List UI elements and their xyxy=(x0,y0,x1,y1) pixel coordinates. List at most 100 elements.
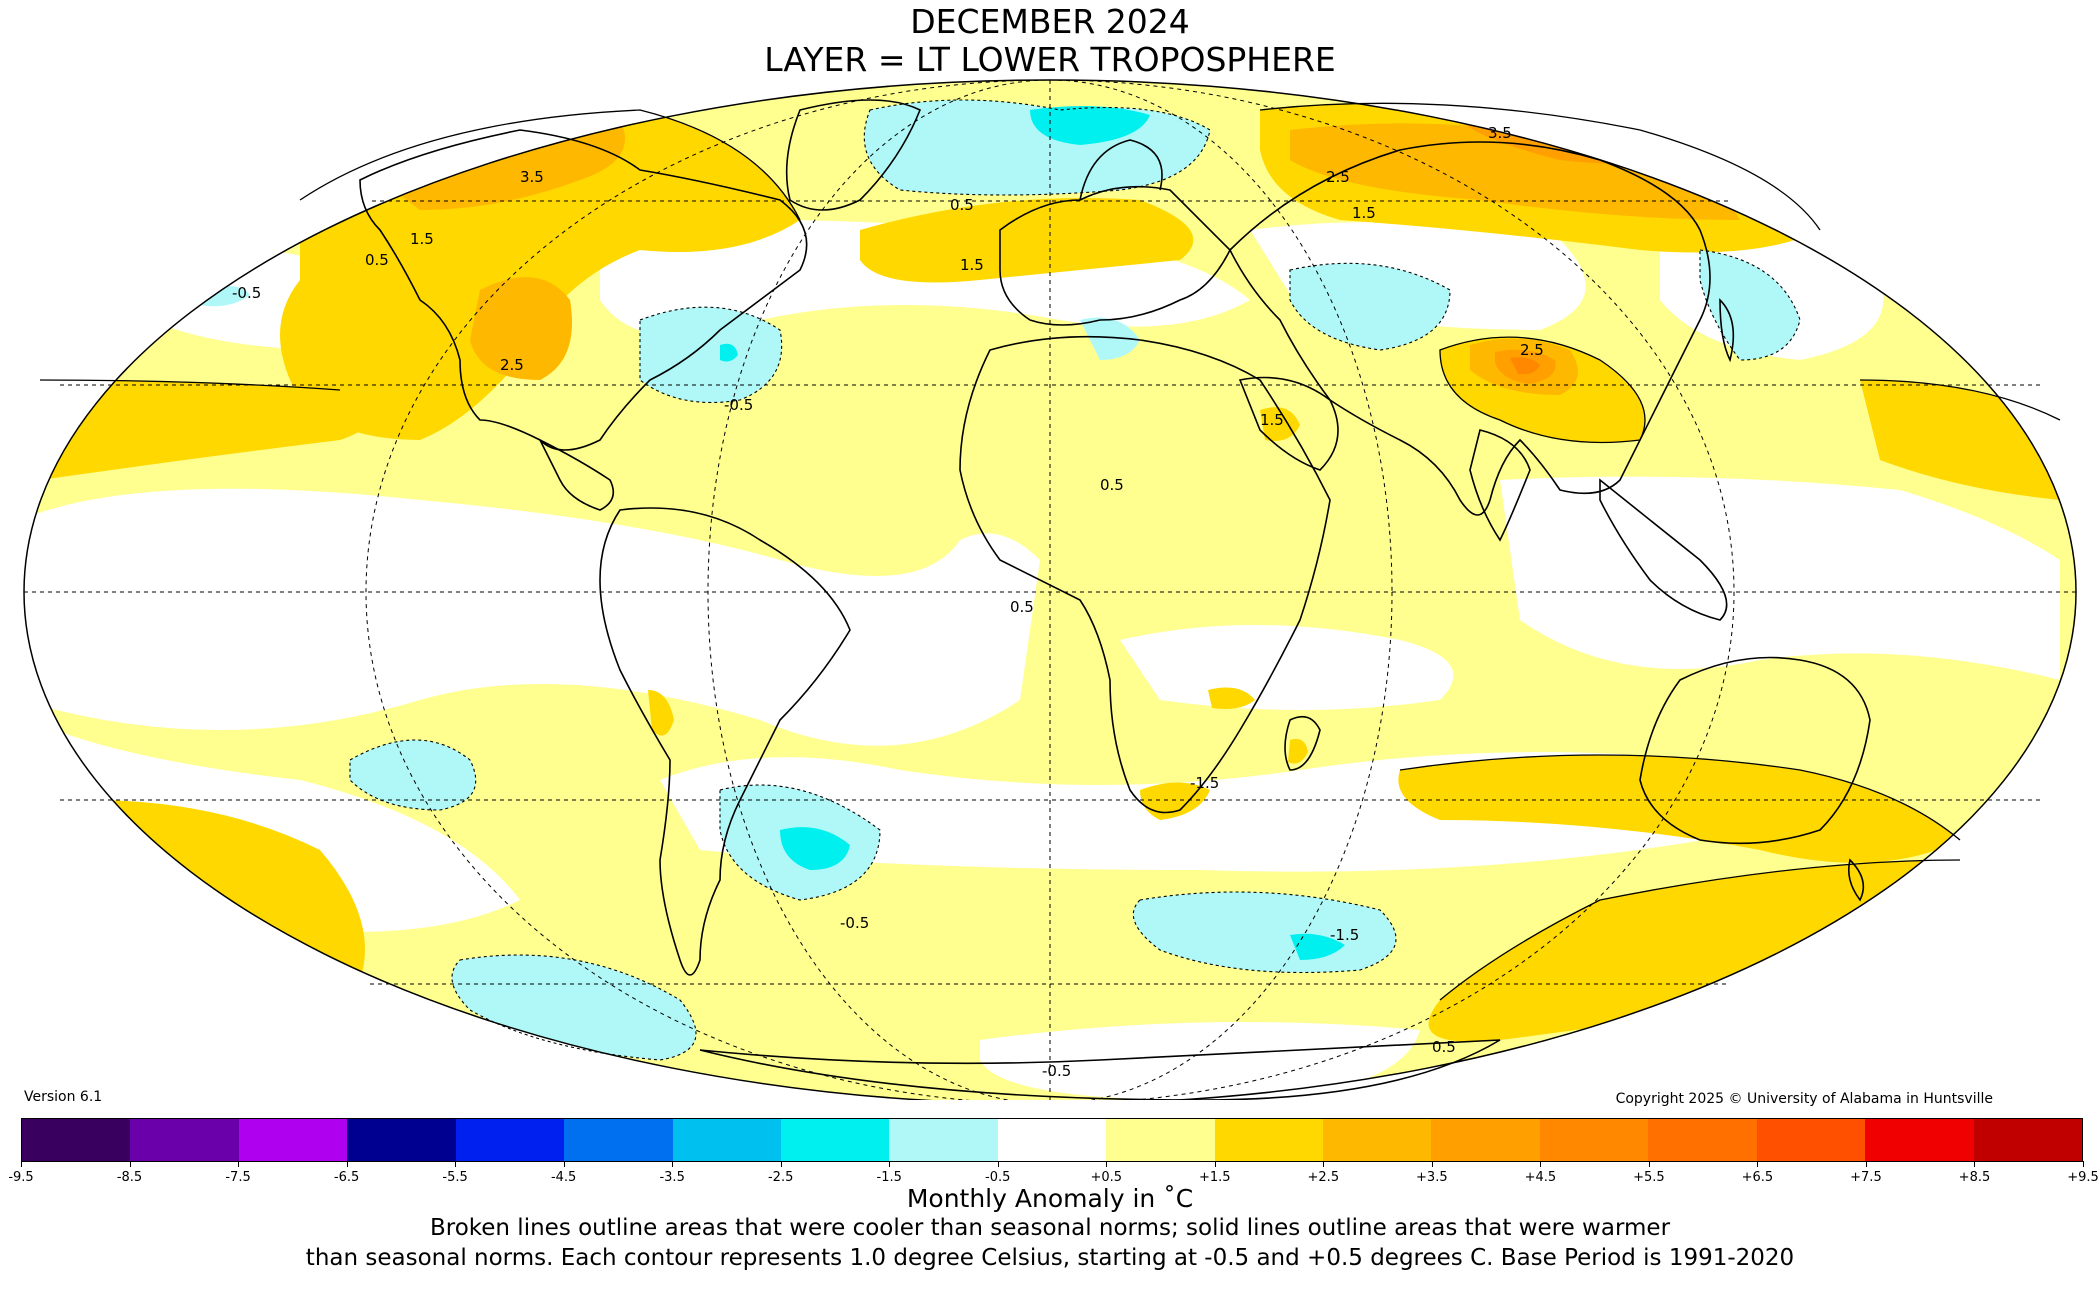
warm2-south-africa xyxy=(1140,782,1210,820)
contour-cool-central-asia xyxy=(1289,262,1451,351)
contour-cool-southern-indian xyxy=(1132,891,1397,974)
colorbar-segment xyxy=(455,1119,565,1161)
contour-label: -1.5 xyxy=(1330,926,1359,944)
contour-warm-north-america xyxy=(299,109,801,221)
colorbar-segment xyxy=(564,1119,673,1161)
colorbar-tick-mark xyxy=(2083,1161,2084,1167)
anomaly-map: 3.5 2.5 1.5 0.5 -0.5 -1.5 2.5 1.5 0.5 -0… xyxy=(23,79,2077,1100)
colorbar-tick-label: +8.5 xyxy=(1958,1170,1991,1185)
colorbar-segment xyxy=(1106,1119,1215,1161)
colorbar-tick-label: +2.5 xyxy=(1307,1170,1340,1185)
colorbar-tick-mark xyxy=(997,1161,999,1167)
neutral-band-tropics-central xyxy=(1120,625,1454,710)
colorbar-segment xyxy=(1431,1119,1540,1161)
coast-greenland xyxy=(785,99,922,211)
warm2-zambia xyxy=(1208,687,1255,709)
contour-label-group: 3.5 2.5 1.5 0.5 -0.5 -1.5 2.5 1.5 0.5 -0… xyxy=(232,124,1544,1080)
copyright-label: Copyright 2025 © University of Alabama i… xyxy=(1615,1091,1993,1107)
cool2-atlantic-spot xyxy=(720,343,738,362)
contour-warm-pacific-east xyxy=(1859,379,2061,421)
warm2-south-indian xyxy=(1398,755,1960,863)
contour-label: 1.5 xyxy=(410,230,434,248)
cool2-scandinavia xyxy=(1030,106,1150,145)
colorbar-tick-mark xyxy=(1214,1161,1216,1167)
colorbar-tick-label: -0.5 xyxy=(985,1170,1011,1185)
colorbar-segment xyxy=(1214,1119,1324,1161)
colorbar-tick-label: +3.5 xyxy=(1416,1170,1448,1185)
cool1-central-asia xyxy=(1290,263,1450,350)
colorbar-segment xyxy=(1865,1119,1974,1161)
colorbar-tick-label: +0.5 xyxy=(1090,1170,1123,1185)
colorbar-tick-label: +1.5 xyxy=(1198,1170,1231,1185)
colorbar-tick-mark xyxy=(1323,1161,1325,1167)
contour-label: 2.5 xyxy=(500,356,524,374)
contour-label: 2.5 xyxy=(1326,168,1350,186)
contour-label: 2.5 xyxy=(1520,341,1544,359)
colorbar-tick-mark xyxy=(21,1161,22,1167)
colorbar-tick-label: -4.5 xyxy=(550,1170,577,1185)
coast-central-america xyxy=(538,438,615,511)
contour-cool-south-atlantic xyxy=(719,784,881,901)
contour-warm-pacific-west xyxy=(39,379,341,391)
contour-cool-southern-pacific xyxy=(451,954,697,1061)
contour-label: 1.5 xyxy=(960,256,984,274)
contour-label: 1.5 xyxy=(1352,204,1376,222)
meridian-60 xyxy=(707,79,1393,1100)
colorbar-tick-mark xyxy=(1865,1161,1867,1167)
contour-label: -0.5 xyxy=(840,914,869,932)
warm2-north-atlantic-band xyxy=(860,198,1194,283)
cool2-southern-indian xyxy=(1290,933,1345,960)
caption-line-2: than seasonal norms. Each contour repres… xyxy=(305,1245,1795,1271)
warm2-bolivia xyxy=(648,690,674,736)
colorbar-tick-mark xyxy=(1431,1161,1433,1167)
neutral-band-southern-ocean xyxy=(980,1022,1420,1100)
contour-label: 3.5 xyxy=(1488,124,1512,142)
coast-africa xyxy=(959,335,1331,814)
coast-antarctica xyxy=(699,1039,1501,1100)
colorbar-tick-mark xyxy=(1106,1161,1108,1167)
colorbar-tick-mark xyxy=(238,1161,240,1167)
coast-arabia xyxy=(1238,376,1339,471)
coast-north-america xyxy=(359,129,808,451)
coast-south-america xyxy=(599,507,851,976)
contour-lines-cool xyxy=(349,99,1801,1061)
warm2-madagascar xyxy=(1288,738,1308,764)
colorbar-tick-mark xyxy=(889,1161,891,1167)
map-subtitle: LAYER = LT LOWER TROPOSPHERE xyxy=(764,40,1336,79)
colorbar-tick-label: -5.5 xyxy=(442,1170,468,1185)
colorbar-tick-label: -2.5 xyxy=(767,1170,794,1185)
contour-cool-north-pacific-asia xyxy=(1699,249,1801,361)
contour-label: 0.5 xyxy=(950,196,974,214)
warm3-alaska xyxy=(380,120,625,210)
map-fill-layer xyxy=(24,80,2076,1100)
colorbar-tick-mark xyxy=(346,1161,348,1167)
colorbar-segment xyxy=(672,1119,781,1161)
warm2-southern-ocean xyxy=(1428,860,1960,1042)
contour-label: 0.5 xyxy=(1010,598,1034,616)
cool1-southern-pacific xyxy=(452,955,696,1060)
contour-label: 0.5 xyxy=(1100,476,1124,494)
contour-label: 3.5 xyxy=(520,168,544,186)
map-title: DECEMBER 2024 xyxy=(910,2,1190,41)
colorbar-segment xyxy=(780,1119,890,1161)
cool1-atlantic xyxy=(640,307,782,403)
colorbar-tick-label: -7.5 xyxy=(225,1170,251,1185)
colorbar-segment xyxy=(997,1119,1107,1161)
globe-outline xyxy=(23,79,2077,1100)
colorbar-segment xyxy=(130,1119,239,1161)
colorbar-tick-label: -8.5 xyxy=(116,1170,143,1185)
colorbar xyxy=(21,1118,2083,1162)
contour-cool-greenland xyxy=(863,99,1211,196)
colorbar-segment xyxy=(1323,1119,1432,1161)
version-label: Version 6.1 xyxy=(24,1089,103,1105)
colorbar-tick-label: +7.5 xyxy=(1850,1170,1882,1185)
colorbar-tick-label: +6.5 xyxy=(1741,1170,1774,1185)
warm3-siberia xyxy=(1290,123,1740,220)
contour-label: -0.5 xyxy=(724,396,753,414)
contour-label: -1.5 xyxy=(1190,774,1219,792)
colorbar-tick-label: +9.5 xyxy=(2067,1170,2099,1185)
contour-warm-south-indian xyxy=(1399,754,1961,841)
cool1-europe-south xyxy=(1080,317,1140,360)
coast-southeast-asia xyxy=(1599,478,1728,621)
coast-australia xyxy=(1639,656,1871,845)
